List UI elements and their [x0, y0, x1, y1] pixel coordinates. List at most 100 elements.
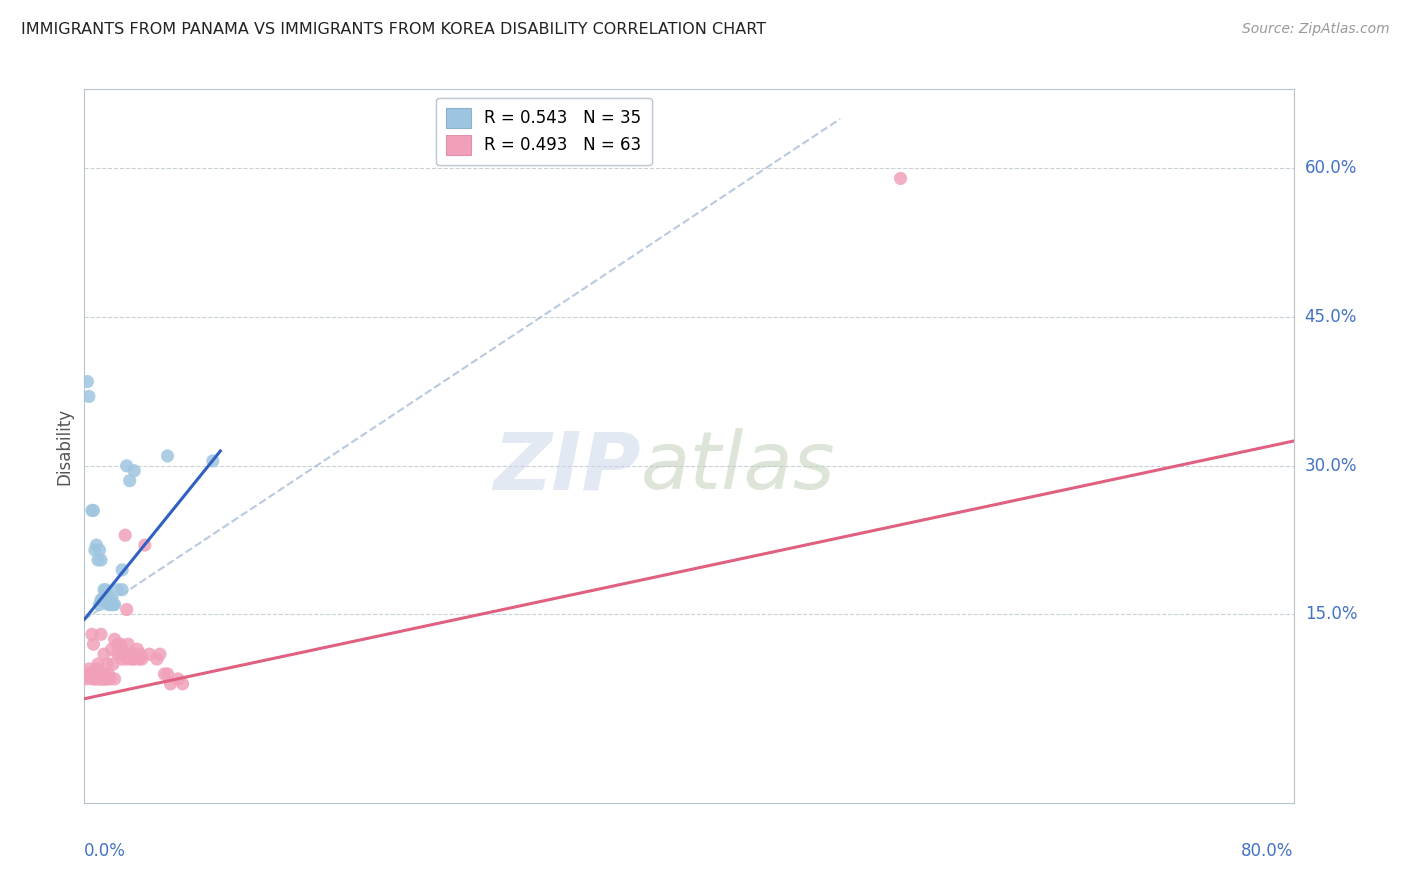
Text: 60.0%: 60.0%: [1305, 160, 1357, 178]
Point: [79, 667, 101, 681]
Point: [90, 627, 112, 641]
Point: [110, 637, 132, 651]
Point: [120, 652, 142, 666]
Point: [91, 667, 114, 681]
Point: [80, 627, 103, 641]
Text: IMMIGRANTS FROM PANAMA VS IMMIGRANTS FROM KOREA DISABILITY CORRELATION CHART: IMMIGRANTS FROM PANAMA VS IMMIGRANTS FRO…: [21, 22, 766, 37]
Point: [108, 642, 131, 657]
Point: [77, 389, 100, 403]
Point: [96, 672, 118, 686]
Point: [117, 637, 139, 651]
Point: [91, 592, 114, 607]
Point: [122, 652, 145, 666]
Point: [104, 672, 127, 686]
Point: [80, 672, 103, 686]
Point: [118, 474, 141, 488]
Point: [201, 454, 224, 468]
Point: [97, 592, 120, 607]
Point: [76, 667, 98, 681]
Point: [84, 672, 107, 686]
Point: [111, 652, 134, 666]
Point: [98, 598, 121, 612]
Point: [127, 642, 149, 657]
Point: [129, 647, 152, 661]
Point: [94, 582, 117, 597]
Point: [107, 647, 129, 661]
Point: [100, 642, 122, 657]
Point: [122, 464, 145, 478]
Point: [94, 672, 117, 686]
Point: [172, 677, 194, 691]
Text: 45.0%: 45.0%: [1305, 308, 1357, 326]
Point: [75, 672, 97, 686]
Point: [84, 667, 107, 681]
Point: [104, 598, 127, 612]
Point: [111, 563, 134, 577]
Point: [167, 672, 190, 686]
Point: [115, 458, 138, 473]
Point: [94, 592, 117, 607]
Point: [80, 503, 103, 517]
Point: [82, 503, 104, 517]
Point: [93, 592, 115, 607]
Text: 80.0%: 80.0%: [1241, 842, 1294, 860]
Point: [104, 632, 127, 647]
Point: [110, 647, 132, 661]
Point: [97, 667, 120, 681]
Point: [94, 667, 117, 681]
Point: [115, 602, 138, 616]
Y-axis label: Disability: Disability: [55, 408, 73, 484]
Point: [114, 528, 136, 542]
Point: [97, 598, 120, 612]
Legend: R = 0.543   N = 35, R = 0.493   N = 63: R = 0.543 N = 35, R = 0.493 N = 63: [436, 97, 651, 165]
Point: [96, 657, 118, 671]
Point: [107, 582, 129, 597]
Point: [107, 637, 129, 651]
Point: [86, 538, 108, 552]
Point: [153, 667, 176, 681]
Point: [82, 667, 104, 681]
Point: [890, 171, 912, 186]
Point: [146, 652, 169, 666]
Point: [89, 667, 111, 681]
Point: [93, 672, 115, 686]
Point: [91, 592, 114, 607]
Text: 15.0%: 15.0%: [1305, 606, 1357, 624]
Point: [101, 657, 124, 671]
Point: [76, 375, 98, 389]
Point: [100, 598, 122, 612]
Point: [87, 667, 110, 681]
Point: [89, 543, 111, 558]
Point: [84, 543, 107, 558]
Point: [121, 647, 143, 661]
Point: [118, 647, 141, 661]
Text: ZIP: ZIP: [494, 428, 641, 507]
Point: [86, 672, 108, 686]
Point: [149, 647, 172, 661]
Point: [98, 672, 121, 686]
Point: [82, 637, 104, 651]
Point: [90, 553, 112, 567]
Point: [96, 592, 118, 607]
Text: 0.0%: 0.0%: [84, 842, 127, 860]
Point: [96, 588, 118, 602]
Point: [86, 662, 108, 676]
Point: [87, 553, 110, 567]
Text: atlas: atlas: [641, 428, 835, 507]
Point: [89, 672, 111, 686]
Point: [134, 538, 156, 552]
Point: [115, 652, 138, 666]
Text: Source: ZipAtlas.com: Source: ZipAtlas.com: [1241, 22, 1389, 37]
Point: [156, 667, 179, 681]
Text: 30.0%: 30.0%: [1305, 457, 1357, 475]
Point: [111, 582, 134, 597]
Point: [156, 449, 179, 463]
Point: [112, 647, 135, 661]
Point: [128, 652, 150, 666]
Point: [101, 598, 124, 612]
Point: [93, 582, 115, 597]
Point: [138, 647, 160, 661]
Point: [101, 598, 124, 612]
Point: [90, 672, 112, 686]
Point: [93, 647, 115, 661]
